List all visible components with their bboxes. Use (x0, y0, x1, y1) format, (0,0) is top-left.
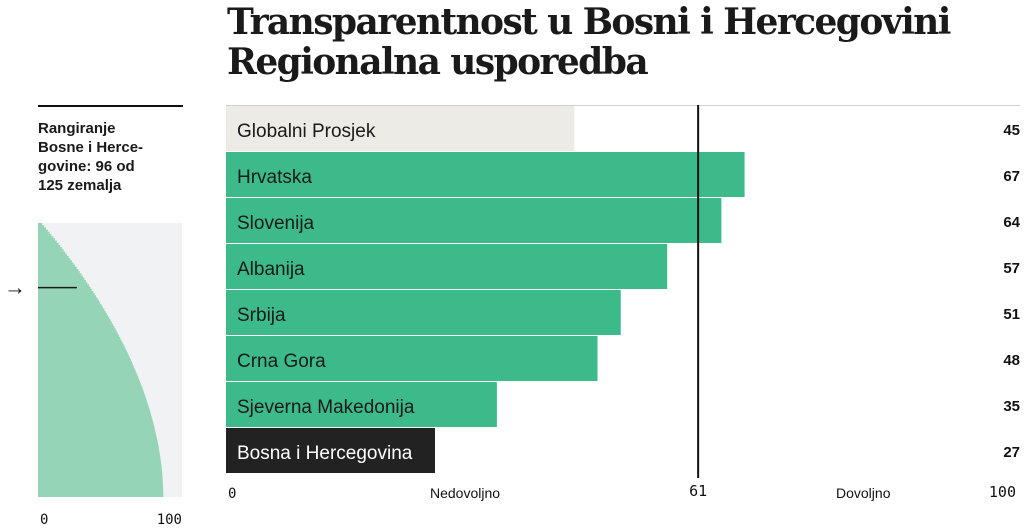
chart-title-line-2: Regionalna usporedba (227, 41, 649, 83)
bar-label-2: Slovenija (237, 213, 315, 234)
bar-label-3: Albanija (237, 259, 305, 280)
value-label-7: 27 (1003, 444, 1020, 461)
bar-label-1: Hrvatska (237, 167, 312, 188)
chart-title: Transparentnost u Bosni i Hercegovini Re… (227, 1, 951, 83)
chart-title-line-1: Transparentnost u Bosni i Hercegovini (227, 1, 951, 43)
value-label-0: 45 (1003, 122, 1020, 139)
bar-1 (226, 152, 745, 197)
bar-label-4: Srbija (237, 305, 286, 326)
bar-6 (226, 382, 497, 427)
bar-label-0: Globalni Prosjek (237, 121, 376, 142)
bar-7 (226, 428, 435, 473)
ranking-caption-line-1: Rangiranje (38, 120, 116, 137)
bar-label-6: Sjeverna Makedonija (237, 397, 415, 418)
zone-label-above: Dovoljno (836, 485, 891, 501)
value-label-4: 51 (1003, 306, 1020, 323)
ranking-distribution-area (38, 223, 164, 497)
x-axis-max-label: 100 (989, 483, 1016, 501)
reference-line-label: 61 (689, 482, 707, 500)
ranking-divider (38, 105, 183, 107)
bar-5 (226, 336, 598, 381)
value-label-1: 67 (1003, 168, 1020, 185)
ranking-caption: Rangiranje Bosne i Herce- govine: 96 od … (38, 119, 178, 195)
value-label-5: 48 (1003, 352, 1020, 369)
ranking-distribution-chart: → 0 100 (4, 223, 182, 528)
x-axis-min-label: 0 (228, 486, 236, 502)
bar-0 (226, 106, 575, 151)
zone-label-below: Nedovoljno (430, 485, 500, 501)
bar-2 (226, 198, 722, 243)
bar-4 (226, 290, 621, 335)
value-label-2: 64 (1003, 214, 1020, 231)
bar-label-5: Crna Gora (237, 351, 326, 372)
bar-3 (226, 244, 668, 289)
ranking-axis-min-label: 0 (40, 512, 48, 528)
ranking-axis-max-label: 100 (157, 512, 182, 528)
ranking-arrow-icon: → (4, 275, 26, 300)
bar-label-7: Bosna i Hercegovina (237, 443, 413, 464)
value-label-3: 57 (1003, 260, 1020, 277)
value-label-6: 35 (1003, 398, 1020, 415)
ranking-caption-line-3: govine: 96 od (38, 158, 135, 175)
ranking-caption-line-2: Bosne i Herce- (38, 139, 144, 156)
ranking-caption-line-4: 125 zemalja (38, 177, 122, 194)
